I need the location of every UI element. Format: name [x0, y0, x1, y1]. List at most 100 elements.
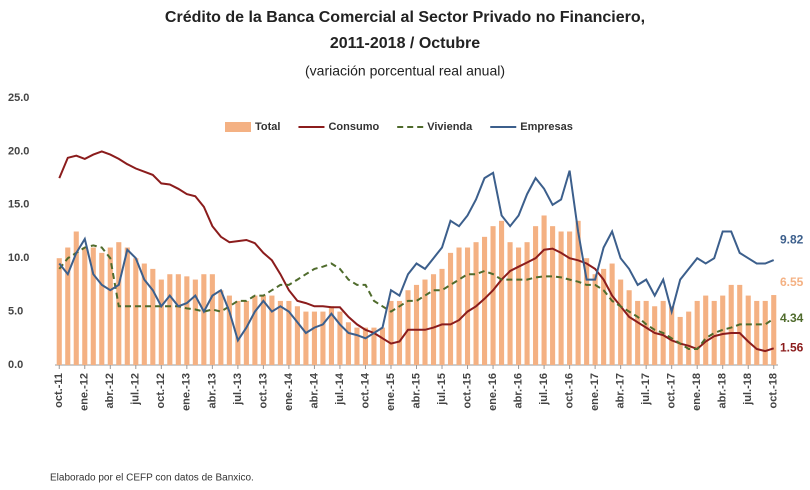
bar — [345, 322, 352, 365]
bar — [150, 268, 156, 365]
bar — [473, 242, 479, 365]
y-tick-label: 25.0 — [8, 92, 29, 104]
bar — [447, 252, 454, 365]
legend-label: Total — [255, 121, 280, 133]
chart-subtitle: (variación porcentual real anual) — [305, 63, 505, 79]
bar — [439, 268, 445, 365]
x-tick-label: ene.-13 — [181, 373, 193, 411]
legend-swatch — [225, 122, 251, 132]
bar — [626, 290, 632, 365]
bar — [90, 247, 96, 365]
bar — [243, 300, 249, 365]
x-tick-label: jul.-12 — [130, 373, 142, 406]
bar — [396, 300, 403, 365]
bar — [158, 279, 164, 365]
bar — [601, 268, 607, 365]
y-tick-label: 20.0 — [8, 145, 29, 157]
bar — [762, 300, 768, 365]
x-tick-label: abr.-14 — [308, 372, 320, 408]
bar — [65, 247, 71, 365]
bar — [728, 284, 734, 365]
bar — [184, 276, 190, 365]
bar — [413, 284, 420, 365]
x-tick-label: oct.-15 — [461, 373, 473, 408]
bar — [558, 231, 564, 365]
bar — [575, 220, 581, 365]
bar — [218, 290, 224, 365]
y-tick-label: 15.0 — [8, 199, 29, 211]
y-tick-label: 10.0 — [8, 252, 29, 264]
end-label: 1.56 — [780, 341, 804, 355]
bar — [524, 242, 530, 365]
bar — [516, 247, 522, 365]
chart-title: Crédito de la Banca Comercial al Sector … — [165, 9, 645, 26]
x-tick-label: oct.-16 — [564, 373, 576, 408]
bar — [303, 311, 309, 365]
bar — [320, 311, 326, 365]
bar — [379, 327, 386, 365]
bar — [354, 327, 360, 365]
x-tick-label: jul.-16 — [538, 373, 550, 406]
bar — [686, 311, 692, 365]
bar — [269, 295, 275, 365]
x-tick-label: oct.-11 — [53, 373, 65, 408]
bar — [507, 242, 513, 365]
bar — [677, 316, 683, 365]
x-tick-label: abr.-18 — [717, 373, 729, 408]
bar — [635, 300, 641, 365]
bar — [73, 231, 79, 365]
bar — [82, 247, 88, 365]
line-series — [58, 170, 775, 343]
legend-label: Consumo — [328, 121, 379, 133]
x-tick-label: oct.-17 — [666, 373, 678, 408]
bar — [133, 258, 139, 365]
line-series — [58, 150, 775, 353]
source-note: Elaborado por el CEFP con datos de Banxi… — [50, 473, 254, 484]
bar — [252, 295, 258, 365]
bar — [499, 220, 505, 365]
bar — [260, 295, 266, 365]
end-label: 9.82 — [780, 232, 804, 246]
bar — [550, 226, 556, 365]
bar — [311, 311, 317, 365]
bar — [337, 311, 343, 365]
bar — [618, 279, 624, 365]
bar — [533, 226, 539, 365]
bar — [609, 263, 615, 365]
bar — [745, 295, 751, 365]
x-tick-label: jul.-13 — [232, 373, 244, 406]
legend-label: Empresas — [520, 121, 573, 133]
y-tick-label: 5.0 — [8, 306, 23, 318]
x-tick-label: ene.-17 — [589, 373, 601, 411]
bar — [430, 274, 437, 365]
bar — [192, 279, 198, 365]
bar — [277, 300, 283, 365]
bar — [464, 247, 471, 365]
bar — [362, 327, 369, 365]
bar — [371, 327, 377, 365]
x-tick-label: jul.-15 — [436, 373, 448, 406]
bar — [456, 247, 462, 365]
y-tick-label: 0.0 — [8, 359, 23, 371]
bar — [703, 295, 709, 365]
bar — [652, 306, 658, 365]
x-tick-label: abr.-17 — [615, 373, 627, 408]
bar — [235, 300, 241, 365]
bar — [107, 247, 113, 365]
x-tick-label: jul.-14 — [334, 372, 346, 406]
bar — [175, 274, 181, 365]
bar — [422, 279, 428, 365]
bar — [584, 258, 590, 365]
bar — [167, 274, 173, 365]
x-tick-label: oct.-12 — [155, 373, 167, 408]
bar — [294, 306, 300, 365]
bar — [201, 274, 207, 365]
chart-title: 2011-2018 / Octubre — [330, 35, 480, 52]
end-label: 6.55 — [780, 275, 804, 289]
bar — [771, 295, 777, 365]
x-tick-label: oct.-13 — [257, 373, 269, 408]
x-tick-label: ene.-12 — [79, 373, 91, 411]
bar — [141, 263, 147, 365]
bar — [592, 274, 598, 365]
